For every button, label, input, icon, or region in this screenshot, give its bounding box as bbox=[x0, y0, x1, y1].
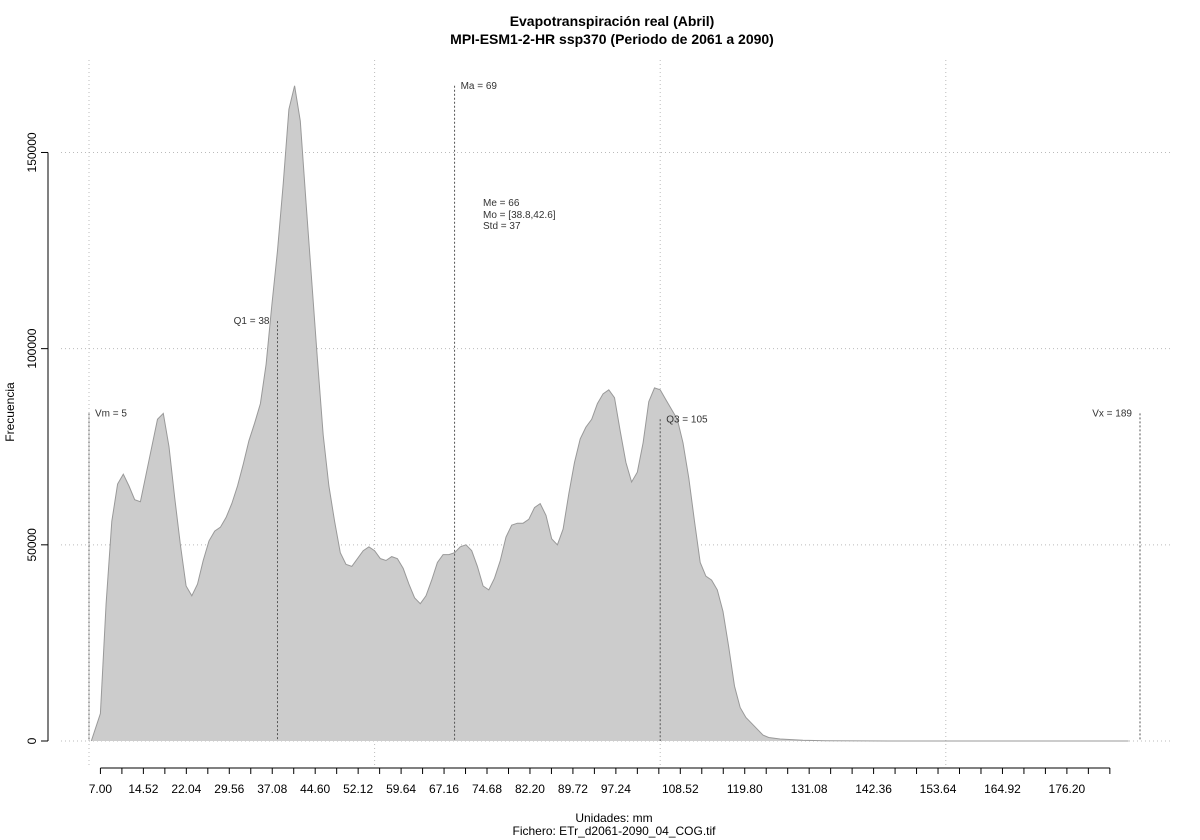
x-tick-label: 52.12 bbox=[343, 782, 373, 796]
stats-box: Me = 66 Mo = [38.8,42.6] Std = 37 bbox=[483, 198, 556, 232]
y-tick-label: 150000 bbox=[25, 132, 39, 172]
x-tick-label: 67.16 bbox=[429, 782, 459, 796]
y-tick-label: 50000 bbox=[25, 528, 39, 562]
x-tick-label: 153.64 bbox=[920, 782, 957, 796]
x-tick-label: 59.64 bbox=[386, 782, 416, 796]
chart-title: Evapotranspiración real (Abril) bbox=[510, 13, 715, 29]
x-tick-label: 176.20 bbox=[1049, 782, 1086, 796]
y-tick-label: 100000 bbox=[25, 328, 39, 368]
x-tick-label: 14.52 bbox=[128, 782, 158, 796]
x-tick-label: 142.36 bbox=[855, 782, 892, 796]
x-tick-label: 37.08 bbox=[257, 782, 287, 796]
density-area bbox=[91, 85, 1129, 742]
x-tick-label: 29.56 bbox=[214, 782, 244, 796]
median-label: Me = 66 bbox=[483, 198, 520, 209]
x-tick-label: 74.68 bbox=[472, 782, 502, 796]
x-tick-label: 22.04 bbox=[171, 782, 201, 796]
x-tick-label: 164.92 bbox=[984, 782, 1021, 796]
x-axis-label: Unidades: mm bbox=[575, 811, 652, 825]
density-outline bbox=[90, 85, 1129, 742]
x-tick-label: 82.20 bbox=[515, 782, 545, 796]
marker-lines: Vm = 5 Q1 = 38 Ma = 69 Q3 = 105 Vx = 189 bbox=[88, 81, 1141, 741]
x-tick-label: 97.24 bbox=[601, 782, 631, 796]
marker-label: Vx = 189 bbox=[1092, 408, 1132, 419]
x-tick-label: 131.08 bbox=[791, 782, 828, 796]
density-area-layer bbox=[90, 85, 1129, 742]
x-tick-label: 7.00 bbox=[89, 782, 113, 796]
x-tick-label: 44.60 bbox=[300, 782, 330, 796]
file-name-caption: Fichero: ETr_d2061-2090_04_COG.tif bbox=[513, 824, 717, 838]
marker-label: Q3 = 105 bbox=[666, 414, 708, 425]
x-tick-label: 119.80 bbox=[727, 782, 763, 796]
x-tick-label: 89.72 bbox=[558, 782, 588, 796]
mode-label: Mo = [38.8,42.6] bbox=[483, 210, 556, 221]
axes: 0 50000 100000 150000 7.00 14.52 22.04 29.56 37.… bbox=[25, 132, 1111, 796]
marker-label: Q1 = 38 bbox=[234, 316, 270, 327]
chart-subtitle: MPI-ESM1-2-HR ssp370 (Periodo de 2061 a … bbox=[450, 31, 774, 47]
y-axis-label: Frecuencia bbox=[3, 382, 17, 442]
marker-label: Ma = 69 bbox=[461, 81, 498, 92]
x-tick-label: 108.52 bbox=[662, 782, 699, 796]
y-tick-label: 0 bbox=[25, 737, 39, 744]
marker-label: Vm = 5 bbox=[95, 408, 127, 419]
std-label: Std = 37 bbox=[483, 221, 521, 232]
